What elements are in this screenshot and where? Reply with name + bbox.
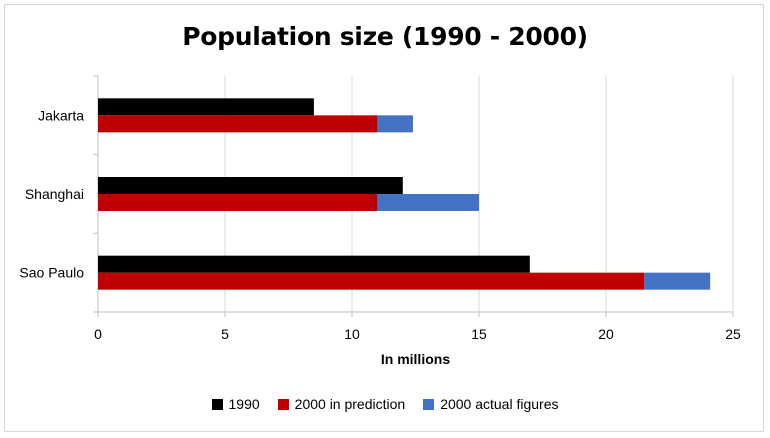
- bar-2000-actual: [377, 115, 413, 133]
- legend-swatch-1990: [211, 398, 223, 410]
- x-tick-label: 20: [598, 326, 614, 342]
- chart-frame: [4, 4, 764, 432]
- y-tick-label: Jakarta: [38, 107, 84, 123]
- bar-1990: [98, 177, 403, 194]
- bar-1990: [98, 98, 314, 116]
- x-tick-label: 10: [344, 326, 360, 342]
- bar-2000-prediction: [98, 115, 378, 133]
- x-axis-title: In millions: [381, 351, 450, 367]
- legend-swatch-2000-prediction: [277, 398, 289, 410]
- bar-1990: [98, 255, 530, 273]
- x-tick-label: 0: [94, 326, 102, 342]
- legend-label-2000-prediction: 2000 in prediction: [294, 396, 406, 412]
- bar-2000-actual: [377, 194, 479, 211]
- y-tick-label: Shanghai: [25, 186, 84, 202]
- bar-2000-prediction: [98, 272, 645, 290]
- x-tick-label: 5: [221, 326, 229, 342]
- bar-2000-prediction: [98, 194, 378, 211]
- legend-item-1990: 1990: [211, 396, 260, 412]
- y-tick-label: Sao Paulo: [19, 265, 84, 281]
- x-tick-label: 15: [471, 326, 487, 342]
- x-tick-label: 25: [725, 326, 741, 342]
- chart-legend: 1990 2000 in prediction 2000 actual figu…: [0, 396, 770, 412]
- legend-swatch-2000-actual: [423, 398, 435, 410]
- legend-label-2000-actual: 2000 actual figures: [440, 396, 559, 412]
- bar-2000-actual: [644, 272, 711, 290]
- legend-item-2000-prediction: 2000 in prediction: [277, 396, 406, 412]
- legend-item-2000-actual: 2000 actual figures: [423, 396, 559, 412]
- legend-label-1990: 1990: [228, 396, 260, 412]
- chart-title: Population size (1990 - 2000): [182, 22, 588, 51]
